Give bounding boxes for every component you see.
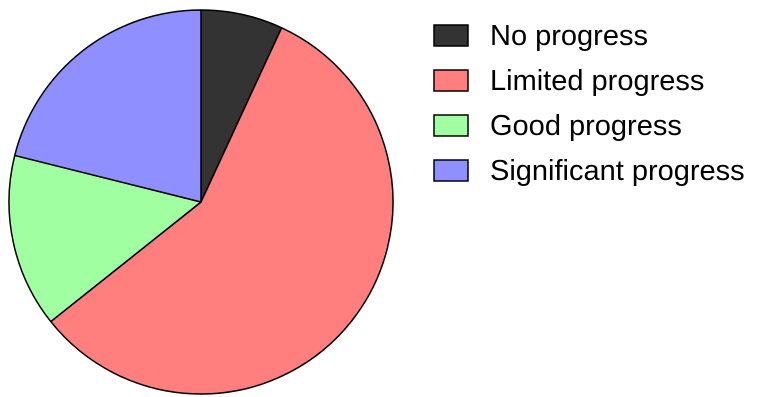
legend-label: Significant progress — [490, 155, 745, 187]
legend-item-good-progress: Good progress — [433, 110, 682, 142]
pie-slice-good-progress — [8, 154, 202, 323]
legend-swatch — [433, 24, 469, 47]
legend-swatch — [433, 114, 469, 137]
legend-label: Limited progress — [490, 65, 704, 97]
legend-label: Good progress — [490, 110, 682, 142]
legend-item-limited-progress: Limited progress — [433, 65, 704, 97]
legend: No progress Limited progress Good progress… — [433, 20, 745, 187]
legend-swatch — [433, 159, 469, 182]
legend-item-no-progress: No progress — [433, 20, 648, 52]
legend-swatch — [433, 69, 469, 92]
pie-slice-significant-progress — [13, 9, 202, 203]
pie-slices — [8, 9, 394, 395]
legend-item-significant-progress: Significant progress — [433, 155, 745, 187]
legend-label: No progress — [490, 20, 648, 52]
pie-slice-limited-progress — [50, 27, 394, 395]
